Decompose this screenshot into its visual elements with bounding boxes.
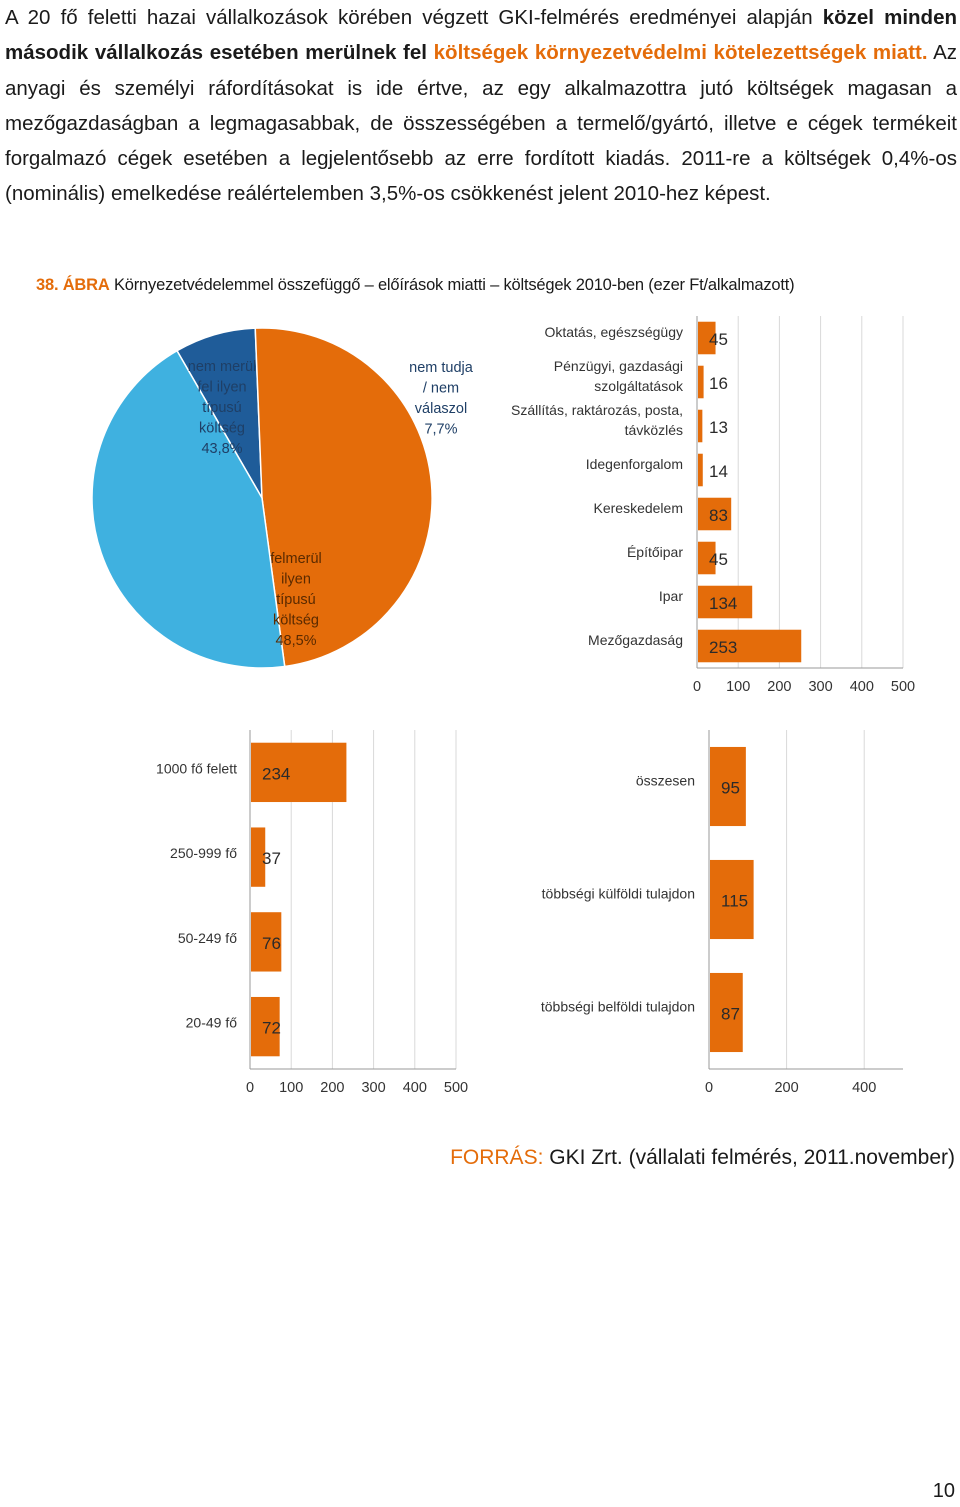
- bar-3-2: [710, 972, 743, 1053]
- bar-2-2: [251, 912, 282, 972]
- para-highlight: költségek környezetvédelmi kötelezettség…: [433, 41, 928, 65]
- x-tick-2-1: 100: [279, 1080, 303, 1096]
- para-part-2: Az anyagi és személyi ráfordításokat is …: [5, 41, 958, 206]
- x-tick-3-1: 200: [774, 1080, 798, 1096]
- x-tick-2-2: 200: [320, 1080, 344, 1096]
- figure-number: 38. ÁBRA: [36, 276, 110, 294]
- pie-label-0: nem tudja / nem válaszol 7,7%: [409, 360, 474, 438]
- category-label-3-1: többségi külföldi tulajdon: [542, 886, 695, 902]
- bar-value-2-1: 37: [262, 849, 281, 868]
- category-label-1-3: Idegenforgalom: [586, 456, 683, 472]
- category-label-2-1: 250-999 fő: [170, 845, 237, 861]
- x-tick-1-1: 100: [726, 679, 750, 695]
- bar-value-1-4: 83: [709, 506, 728, 525]
- category-label-1-0: Oktatás, egészségügy: [544, 324, 683, 340]
- bar-1-5: [698, 541, 716, 575]
- category-label-1-4: Kereskedelem: [594, 500, 684, 516]
- bar-value-2-3: 72: [262, 1019, 281, 1038]
- bar-1-3: [698, 453, 703, 487]
- bar-1-0: [698, 321, 716, 355]
- source-label: FORRÁS:: [450, 1146, 544, 1169]
- x-tick-1-3: 300: [808, 679, 832, 695]
- bar-3-1: [710, 859, 754, 940]
- category-label-2-0: 1000 fő felett: [156, 760, 237, 776]
- category-label-1-7: Mezőgazdaság: [588, 632, 683, 648]
- bar-value-1-0: 45: [709, 330, 728, 349]
- source-text: GKI Zrt. (vállalati felmérés, 2011.novem…: [543, 1146, 955, 1169]
- bar-value-3-2: 87: [721, 1005, 740, 1024]
- pie-slice-2: [91, 349, 286, 669]
- bar-1-2: [698, 409, 703, 443]
- bar-1-1: [698, 365, 704, 399]
- bar-value-2-2: 76: [262, 934, 281, 953]
- category-label-1-2: Szállítás, raktározás, posta, távközlés: [511, 402, 683, 438]
- pie-label-1: felmerül ilyen típusú költség 48,5%: [270, 551, 322, 649]
- x-tick-1-2: 200: [767, 679, 791, 695]
- bar-2-0: [251, 742, 347, 803]
- category-label-1-1: Pénzügyi, gazdasági szolgáltatások: [554, 358, 684, 394]
- category-label-2-2: 50-249 fő: [178, 930, 237, 946]
- category-label-3-2: többségi belföldi tulajdon: [541, 999, 695, 1015]
- x-tick-2-0: 0: [246, 1080, 254, 1096]
- para-bold: közel minden második vállalkozás esetébe…: [5, 6, 958, 65]
- category-label-2-3: 20-49 fő: [186, 1015, 238, 1031]
- intro-paragraph: A 20 fő feletti hazai vállalkozások köré…: [5, 0, 957, 212]
- bar-value-1-5: 45: [709, 550, 728, 569]
- page-number: 10: [932, 1480, 955, 1502]
- x-tick-2-4: 400: [403, 1080, 427, 1096]
- bar-value-3-1: 115: [721, 892, 748, 911]
- x-tick-2-5: 500: [444, 1080, 468, 1096]
- x-tick-3-0: 0: [705, 1080, 713, 1096]
- pie-label-2: nem merül fel ilyen típusú költség 43,8%: [188, 359, 257, 457]
- x-tick-2-3: 300: [361, 1080, 385, 1096]
- x-tick-1-5: 500: [891, 679, 915, 695]
- bar-value-3-0: 95: [721, 779, 740, 798]
- category-label-3-0: összesen: [636, 773, 695, 789]
- bar-value-2-0: 234: [262, 764, 290, 783]
- bar-1-7: [698, 629, 802, 663]
- x-tick-1-0: 0: [693, 679, 701, 695]
- bar-value-1-1: 16: [709, 374, 728, 393]
- category-label-1-5: Építőipar: [627, 544, 683, 560]
- pie-slice-1: [254, 327, 433, 668]
- source-note: FORRÁS: GKI Zrt. (vállalati felmérés, 20…: [450, 1146, 955, 1170]
- figure-title-text: Környezetvédelemmel összefüggő – előírás…: [113, 276, 795, 294]
- bar-1-4: [698, 497, 732, 531]
- bar-value-1-7: 253: [709, 638, 737, 657]
- bar-value-1-2: 13: [709, 418, 728, 437]
- bar-2-1: [251, 827, 266, 887]
- para-part-1: A 20 fő feletti hazai vállalkozások köré…: [5, 6, 823, 29]
- bar-2-3: [251, 996, 280, 1057]
- x-tick-1-4: 400: [850, 679, 874, 695]
- x-tick-3-2: 400: [852, 1080, 876, 1096]
- category-label-1-6: Ipar: [659, 588, 683, 604]
- bar-value-1-3: 14: [709, 462, 728, 481]
- bar-value-1-6: 134: [709, 594, 737, 613]
- figure-title: 38. ÁBRA Környezetvédelemmel összefüggő …: [36, 276, 795, 295]
- bar-1-6: [698, 585, 753, 619]
- bar-3-0: [710, 746, 746, 827]
- charts-canvas: nem tudja / nem válaszol 7,7% felmerül ilyen t…: [91, 316, 915, 1096]
